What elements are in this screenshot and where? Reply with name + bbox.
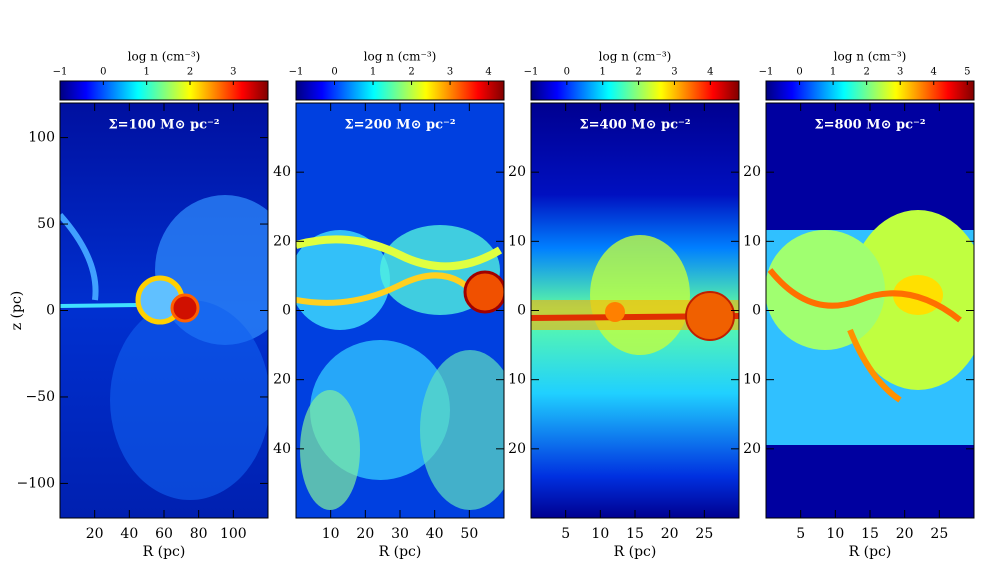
x-axis-label: R (pc): [379, 544, 422, 560]
density-map: [766, 103, 974, 518]
y-tick-label: 40: [273, 441, 291, 457]
colorbar-tick-label: 1: [830, 67, 836, 78]
panel-title: Σ=100 M⊙ pc⁻²: [108, 118, 219, 133]
x-tick-label: 80: [190, 526, 208, 542]
colorbar-tick-label: 1: [600, 67, 606, 78]
colorbar-tick-label: 0: [100, 67, 106, 78]
y-tick-label: 20: [273, 372, 291, 388]
colorbar-tick-label: 3: [671, 67, 677, 78]
colorbar-tick-label: 0: [564, 67, 570, 78]
y-tick-label: 40: [273, 164, 291, 180]
colorbar-tick-label: 3: [230, 67, 236, 78]
y-tick-label: 20: [743, 164, 761, 180]
panel-title: Σ=400 M⊙ pc⁻²: [579, 118, 690, 133]
x-tick-label: 15: [861, 526, 879, 542]
colorbar-tick-label: 2: [863, 67, 869, 78]
x-tick-label: 5: [561, 526, 570, 542]
x-tick-label: 25: [930, 526, 948, 542]
x-tick-label: 10: [322, 526, 340, 542]
colorbar-label: log n (cm⁻³): [364, 50, 437, 64]
colorbar-label: log n (cm⁻³): [599, 50, 672, 64]
colorbar-tick-label: 2: [408, 67, 414, 78]
y-tick-label: −50: [25, 389, 55, 405]
colorbar-tick-label: 5: [964, 67, 970, 78]
colorbar-tick-label: 1: [370, 67, 376, 78]
colorbar-tick-label: 4: [707, 67, 713, 78]
x-tick-label: 20: [356, 526, 374, 542]
colorbar-tick-label: 4: [931, 67, 937, 78]
x-tick-label: 100: [220, 526, 247, 542]
y-tick-label: 10: [508, 372, 526, 388]
colorbar-tick-label: −1: [53, 67, 68, 78]
colorbar-tick-label: 4: [485, 67, 491, 78]
x-tick-label: 30: [391, 526, 409, 542]
colorbar-label: log n (cm⁻³): [128, 50, 201, 64]
colorbar-tick-label: −1: [289, 67, 304, 78]
colorbar: [530, 80, 740, 101]
panel-title: Σ=200 M⊙ pc⁻²: [344, 118, 455, 133]
x-tick-label: 5: [796, 526, 805, 542]
y-tick-label: 0: [752, 303, 761, 319]
y-tick-label: 10: [743, 372, 761, 388]
x-tick-label: 40: [120, 526, 138, 542]
density-map: [296, 103, 504, 518]
x-axis-label: R (pc): [849, 544, 892, 560]
y-tick-label: 0: [282, 303, 291, 319]
x-axis-label: R (pc): [614, 544, 657, 560]
colorbar-tick-label: 2: [187, 67, 193, 78]
y-tick-label: 50: [37, 216, 55, 232]
density-map: [60, 103, 268, 518]
y-axis-label: z (pc): [9, 291, 25, 331]
colorbar-tick-label: −1: [524, 67, 539, 78]
y-tick-label: 20: [508, 164, 526, 180]
panel-title: Σ=800 M⊙ pc⁻²: [814, 118, 925, 133]
colorbar-tick-label: 0: [796, 67, 802, 78]
x-tick-label: 10: [591, 526, 609, 542]
x-tick-label: 20: [661, 526, 679, 542]
colorbar-tick-label: 0: [331, 67, 337, 78]
x-tick-label: 40: [426, 526, 444, 542]
x-axis-label: R (pc): [143, 544, 186, 560]
colorbar-label: log n (cm⁻³): [834, 50, 907, 64]
colorbar-tick-label: 1: [143, 67, 149, 78]
colorbar-tick-label: −1: [759, 67, 774, 78]
x-tick-label: 60: [155, 526, 173, 542]
density-map: [531, 103, 739, 518]
colorbar: [59, 80, 269, 101]
y-tick-label: 20: [508, 441, 526, 457]
y-tick-label: −100: [17, 475, 55, 491]
x-tick-label: 50: [460, 526, 478, 542]
x-tick-label: 20: [896, 526, 914, 542]
colorbar: [295, 80, 505, 101]
y-tick-label: 20: [273, 233, 291, 249]
y-tick-label: 20: [743, 441, 761, 457]
y-tick-label: 0: [46, 303, 55, 319]
x-tick-label: 20: [86, 526, 104, 542]
colorbar-tick-label: 3: [447, 67, 453, 78]
y-tick-label: 100: [28, 130, 55, 146]
x-tick-label: 25: [695, 526, 713, 542]
x-tick-label: 10: [826, 526, 844, 542]
y-tick-label: 10: [743, 233, 761, 249]
colorbar-tick-label: 3: [897, 67, 903, 78]
colorbar: [765, 80, 975, 101]
y-tick-label: 0: [517, 303, 526, 319]
y-tick-label: 10: [508, 233, 526, 249]
colorbar-tick-label: 2: [635, 67, 641, 78]
x-tick-label: 15: [626, 526, 644, 542]
